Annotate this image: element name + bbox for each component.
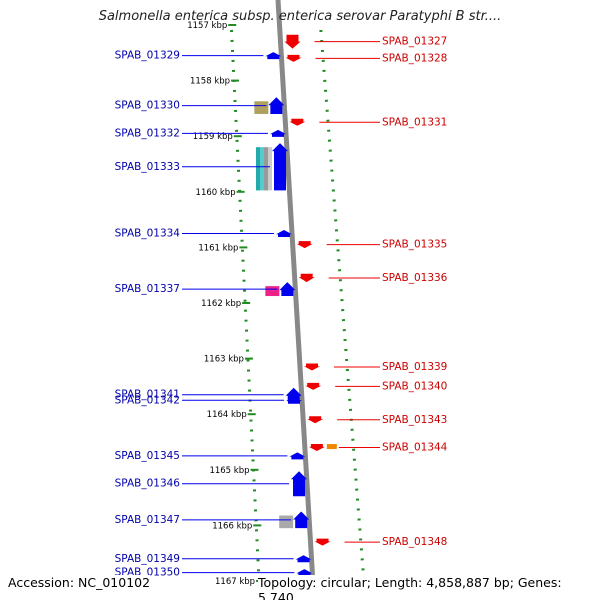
gene-label: SPAB_01347	[115, 514, 180, 526]
right-dotted-track	[319, 29, 365, 576]
genome-backbone	[275, 0, 317, 600]
forward-gene-arrow	[265, 52, 282, 60]
forward-gene-arrow	[295, 555, 312, 563]
forward-gene-arrow	[293, 511, 310, 529]
gene-label: SPAB_01337	[115, 283, 180, 295]
organism-title: Salmonella enterica subsp. enterica sero…	[98, 9, 502, 24]
gene-label: SPAB_01331	[382, 116, 447, 128]
gene-label: SPAB_01341	[115, 389, 180, 401]
gene-label: SPAB_01327	[382, 36, 447, 48]
tick-label: 1165 kbp	[209, 466, 249, 476]
gene-label: SPAB_01336	[382, 272, 448, 284]
tick-label: 1160 kbp	[196, 188, 236, 198]
tick-label: 1162 kbp	[201, 299, 241, 309]
forward-gene-arrow	[268, 97, 285, 114]
reverse-gene-arrow	[289, 118, 306, 126]
gene-label: SPAB_01342	[115, 394, 180, 406]
gene-label: SPAB_01334	[115, 228, 181, 240]
gene-label: SPAB_01329	[115, 50, 180, 62]
tick-label: 1157 kbp	[187, 21, 227, 31]
reverse-gene-arrow	[307, 416, 324, 424]
reverse-gene-arrow	[285, 54, 302, 62]
gene-segment	[256, 147, 261, 191]
reverse-gene-arrow	[308, 444, 325, 452]
accession-text: Accession: NC_010102	[8, 575, 151, 590]
left-dotted-track	[230, 29, 261, 576]
tick-label: 1166 kbp	[212, 521, 252, 531]
forward-gene-arrow	[276, 230, 293, 237]
reverse-gene-arrow	[304, 363, 321, 371]
gene-label: SPAB_01345	[115, 450, 180, 462]
reverse-gene-arrow	[314, 538, 331, 546]
reverse-gene-arrow	[296, 241, 313, 249]
forward-gene-arrow	[286, 396, 303, 404]
reverse-gene-arrow	[284, 34, 301, 49]
gene-label: SPAB_01332	[115, 127, 180, 139]
reverse-gene-arrow	[298, 273, 315, 283]
forward-gene-arrow	[296, 569, 313, 577]
tick-label: 1158 kbp	[190, 77, 230, 87]
gene-label: SPAB_01349	[115, 553, 180, 565]
forward-gene-arrow	[289, 452, 306, 460]
tick-label: 1159 kbp	[193, 132, 233, 142]
gene-label: SPAB_01348	[382, 536, 447, 548]
tick-label: 1163 kbp	[204, 355, 244, 365]
gene-segment	[279, 515, 294, 529]
tick-label: 1167 kbp	[215, 577, 255, 587]
forward-gene-arrow	[279, 282, 296, 297]
gene-segment	[326, 444, 337, 450]
forward-gene-arrow	[270, 129, 287, 137]
gene-label: SPAB_01328	[382, 52, 447, 64]
forward-gene-arrow	[291, 471, 308, 497]
gene-segment	[265, 286, 280, 297]
gene-segment	[260, 147, 265, 191]
genome-summary-text: Topology: circular; Length: 4,858,887 bp…	[258, 575, 600, 600]
reverse-gene-arrow	[305, 382, 322, 390]
gene-segment	[264, 147, 269, 191]
tick-label: 1161 kbp	[198, 243, 238, 253]
gene-label: SPAB_01343	[382, 414, 447, 426]
forward-gene-arrow	[272, 143, 289, 191]
forward-gene-arrow	[285, 387, 302, 402]
gene-segment	[268, 147, 273, 191]
gene-label: SPAB_01339	[382, 361, 447, 373]
gene-label: SPAB_01330	[115, 100, 180, 112]
gene-label: SPAB_01333	[115, 161, 180, 173]
tick-label: 1164 kbp	[207, 410, 247, 420]
gene-label: SPAB_01346	[115, 478, 181, 490]
gene-label: SPAB_01335	[382, 239, 447, 251]
gene-label: SPAB_01344	[382, 442, 448, 454]
gene-label: SPAB_01340	[382, 380, 447, 392]
gene-segment	[254, 101, 269, 114]
